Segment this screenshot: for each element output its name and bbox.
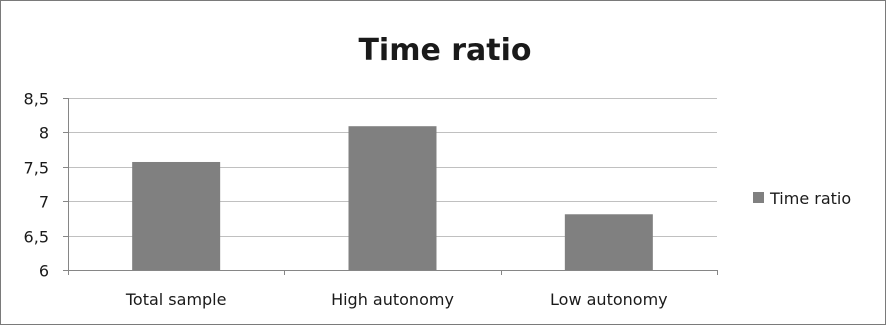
- legend: Time ratio: [753, 189, 851, 208]
- x-tick-label: High autonomy: [331, 290, 454, 309]
- y-tick-label: 7,5: [24, 159, 49, 178]
- bar: [348, 126, 437, 270]
- y-tick-label: 7: [39, 193, 49, 212]
- y-tick-label: 6,5: [24, 228, 49, 247]
- y-tick-labels: 6 6,5 7 7,5 8 8,5: [24, 90, 49, 281]
- y-tick-label: 8: [39, 124, 49, 143]
- legend-label: Time ratio: [769, 189, 851, 208]
- bar: [564, 214, 653, 270]
- legend-swatch: [753, 192, 764, 203]
- y-tick-label: 8,5: [24, 90, 49, 109]
- x-tick-label: Low autonomy: [550, 290, 668, 309]
- chart-title: Time ratio: [358, 33, 531, 68]
- x-tick-label: Total sample: [125, 290, 227, 309]
- bar: [132, 161, 221, 270]
- y-tick-label: 6: [39, 262, 49, 281]
- axes: [63, 98, 718, 275]
- x-tick-labels: Total sample High autonomy Low autonomy: [125, 290, 668, 309]
- bars: [132, 126, 653, 270]
